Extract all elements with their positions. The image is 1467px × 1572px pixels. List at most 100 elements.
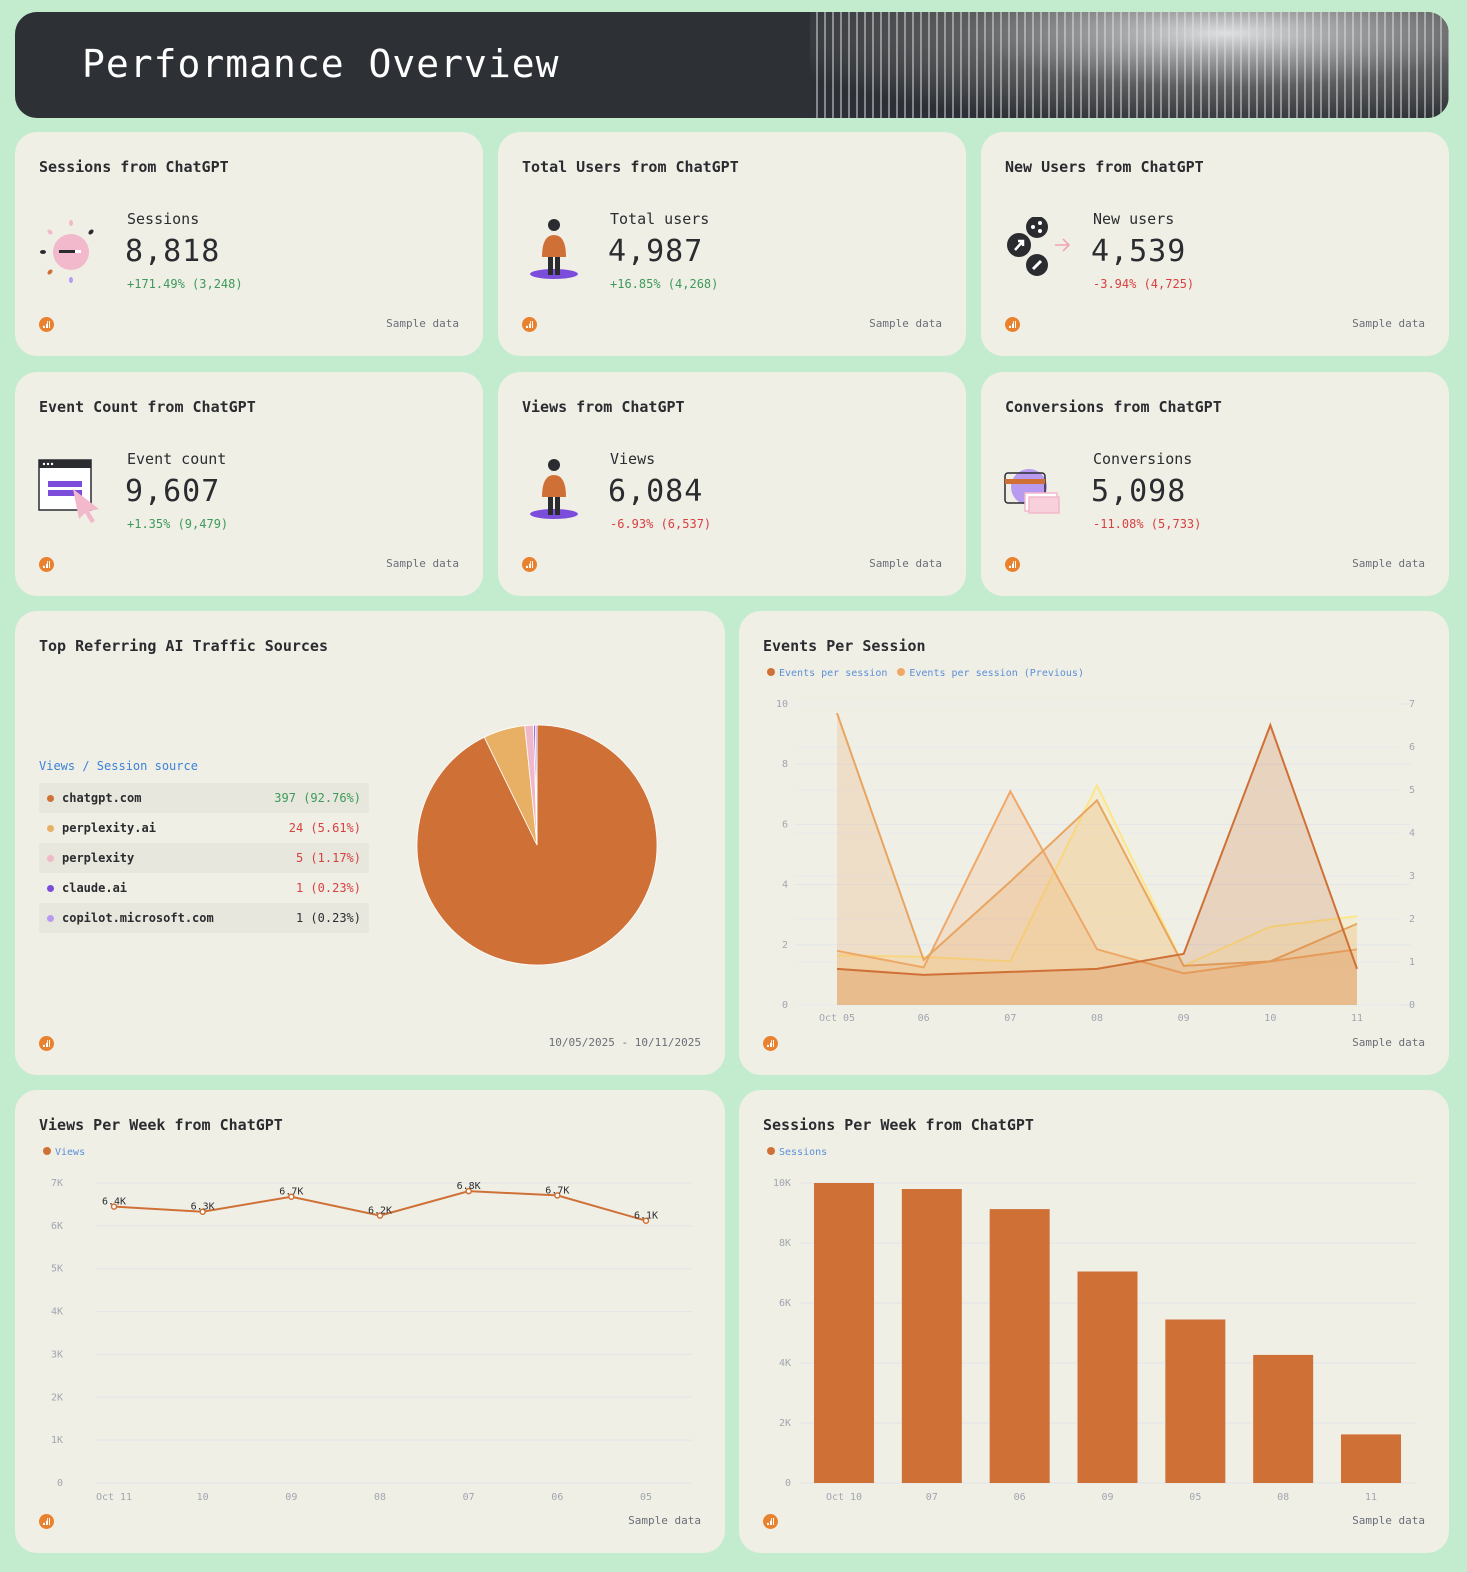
y-tick-label: 7K [51,1178,63,1189]
analytics-icon [1005,317,1020,332]
x-tick-label: 09 [285,1492,297,1503]
y-tick-label: 6K [51,1221,63,1232]
y2-tick-label: 0 [1409,1000,1415,1011]
source-name: claude.ai [62,881,128,895]
events-card: Events Per Session Events per session Ev… [739,611,1449,1075]
views-per-week-chart: 0 1K 2K 3K 4K 5K 6K 7K 6.4K 6.3K 6.7K 6.2K 6.8K 6.7K 6… [51,1178,692,1503]
table-row[interactable]: copilot.microsoft.com 1 (0.23%) [39,903,369,933]
source-name: chatgpt.com [62,791,142,805]
legend-item[interactable]: Views [43,1147,85,1158]
source-value: 397 (92.76%) [274,791,361,805]
sample-data-label: Sample data [1352,317,1425,330]
source-value: 24 (5.61%) [288,821,361,835]
x-tick-label: 08 [374,1492,386,1503]
series-line [836,712,1358,967]
series-line [836,722,1358,976]
kpi-card: Sessions from ChatGPT Sessions 8,818 +17… [15,132,483,356]
y-tick-label: 6K [779,1298,791,1309]
metric-value: 9,607 [125,474,221,509]
y-tick-label: 3K [51,1349,63,1360]
metric-change: -3.94% (4,725) [1093,277,1195,291]
legend-item[interactable]: Sessions [767,1147,827,1158]
metric-value: 4,987 [608,234,704,269]
data-label: 6.8K [457,1181,481,1192]
sample-data-label: Sample data [386,557,459,570]
series-area [837,725,1357,1005]
y-tick-label: 0 [785,1478,791,1489]
data-label: 6.4K [102,1197,126,1208]
y-tick-label: 2 [782,940,788,951]
table-row[interactable]: perplexity.ai 24 (5.61%) [39,813,369,843]
source-name: perplexity [62,851,135,865]
y-tick-label: 1K [51,1435,63,1446]
metric-value: 8,818 [125,234,221,269]
data-point [288,1193,295,1200]
table-row[interactable]: claude.ai 1 (0.23%) [39,873,369,903]
sample-data-label: Sample data [1352,557,1425,570]
metric-value: 6,084 [608,474,704,509]
card-title: Top Referring AI Traffic Sources [39,637,328,655]
card-title: Views from ChatGPT [522,398,685,416]
table-row[interactable]: chatgpt.com 397 (92.76%) [39,783,369,813]
metric-label: Views [610,450,656,468]
data-point [465,1187,472,1195]
bar [814,1183,874,1483]
chart-legend: Events per session Events per session (P… [767,668,1084,679]
table-row[interactable]: perplexity 5 (1.17%) [39,843,369,873]
data-label: 6.7K [279,1187,303,1198]
header-decoration [810,12,1449,118]
y-tick-label: 4 [782,880,788,891]
card-title: Total Users from ChatGPT [522,158,739,176]
analytics-icon [39,557,54,572]
analytics-icon [522,317,537,332]
card-title: Event Count from ChatGPT [39,398,256,416]
sample-data-label: Sample data [1352,1036,1425,1049]
sun-toggle-icon [37,217,107,287]
bar [901,1189,962,1483]
metric-change: +1.35% (9,479) [127,517,229,531]
card-title: Sessions Per Week from ChatGPT [763,1116,1034,1134]
x-tick-label: 05 [640,1492,652,1503]
legend-item[interactable]: Events per session [767,668,887,679]
y-tick-label: 0 [57,1478,63,1489]
metric-label: Sessions [127,210,200,228]
person-icon [520,217,590,287]
kpi-card: Event Count from ChatGPT Event count 9,6… [15,372,483,596]
y-tick-label: 2K [51,1392,63,1403]
y-tick-label: 8 [782,759,788,770]
y-tick-label: 6 [782,819,788,830]
data-label: 6.3K [191,1202,215,1213]
sample-data-label: Sample data [869,557,942,570]
person-icon [520,457,590,527]
y-tick-label: 5K [51,1264,63,1275]
table-header[interactable]: Views / Session source [39,759,198,773]
events-per-session-chart: 0 2 4 6 8 10 0 1 2 3 4 5 6 7 Oct 05 06 07 08 09 10 11 [776,699,1415,1024]
x-tick-label: 06 [1014,1492,1026,1503]
pie-chart [416,724,658,966]
legend-dot [47,854,54,862]
x-tick-label: 06 [918,1013,930,1024]
bar [1253,1354,1314,1483]
y-tick-label: 4K [51,1307,63,1318]
legend-item[interactable]: Events per session (Previous) [897,668,1084,679]
analytics-icon [39,317,54,332]
legend-dot [47,824,54,832]
x-tick-label: 08 [1277,1492,1289,1503]
source-value: 5 (1.17%) [295,851,361,865]
source-name: perplexity.ai [62,821,156,835]
analytics-icon [763,1514,778,1529]
metric-label: Event count [127,450,227,468]
y-tick-label: 10 [776,699,788,710]
y-tick-label: 4K [779,1358,791,1369]
x-tick-label: 11 [1351,1013,1363,1024]
bar [1165,1319,1226,1483]
metric-change: -6.93% (6,537) [610,517,712,531]
sources-card: Top Referring AI Traffic Sources Views /… [15,611,725,1075]
share-link-icon [1003,216,1073,287]
metric-label: Total users [610,210,710,228]
y2-tick-label: 2 [1409,914,1415,925]
series-area [837,791,1357,1005]
y2-tick-label: 7 [1409,699,1415,710]
views-week-card: Views Per Week from ChatGPT Views Sample… [15,1090,725,1553]
metric-change: +16.85% (4,268) [610,277,719,291]
